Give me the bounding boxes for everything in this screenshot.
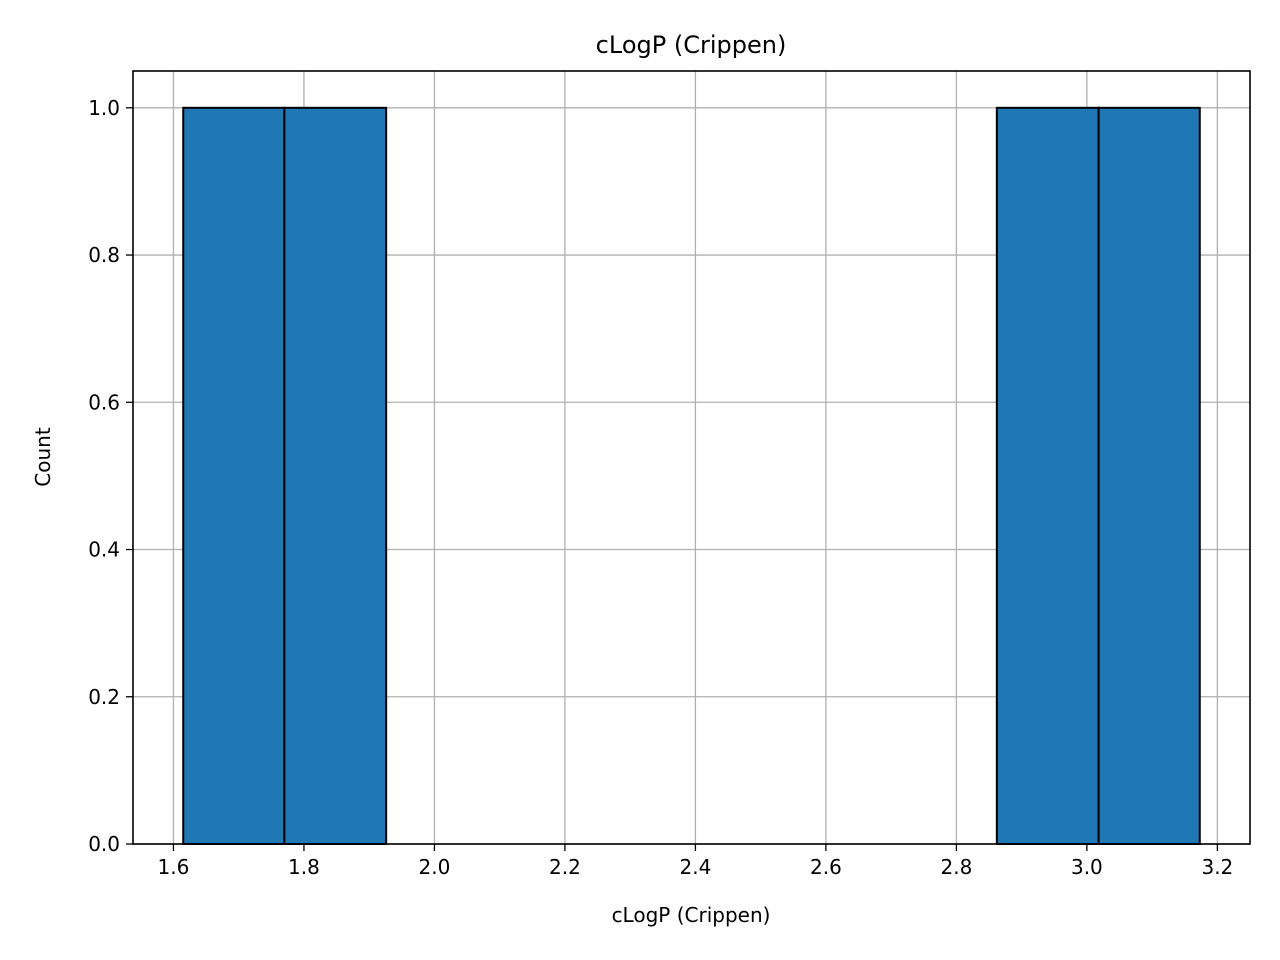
y-tick-label: 0.0 <box>88 832 120 856</box>
x-tick-label: 2.6 <box>810 855 842 879</box>
y-tick-label: 0.4 <box>88 538 120 562</box>
y-axis-ticks: 0.0 0.2 0.4 0.6 0.8 1.0 <box>88 96 133 856</box>
y-tick-label: 0.8 <box>88 243 120 267</box>
x-axis-title: cLogP (Crippen) <box>612 903 771 927</box>
y-axis-title: Count <box>31 427 55 487</box>
histogram-bar <box>182 106 286 846</box>
y-tick-label: 0.2 <box>88 685 120 709</box>
y-tick-label: 1.0 <box>88 96 120 120</box>
x-tick-label: 2.8 <box>940 855 972 879</box>
x-tick-label: 3.2 <box>1201 855 1233 879</box>
x-tick-label: 1.6 <box>158 855 190 879</box>
histogram-bars <box>182 106 1201 846</box>
histogram-bar <box>283 106 388 846</box>
x-axis-ticks: 1.6 1.8 2.0 2.2 2.4 2.6 2.8 3.0 3.2 <box>158 844 1233 879</box>
histogram-bar <box>995 106 1100 846</box>
x-tick-label: 2.4 <box>680 855 712 879</box>
histogram-bar <box>1097 106 1201 846</box>
chart-title: cLogP (Crippen) <box>596 31 787 59</box>
plot-area-frame <box>132 70 1251 845</box>
x-tick-label: 3.0 <box>1071 855 1103 879</box>
x-tick-label: 2.0 <box>419 855 451 879</box>
y-tick-label: 0.6 <box>88 390 120 414</box>
x-tick-label: 2.2 <box>549 855 581 879</box>
x-tick-label: 1.8 <box>288 855 320 879</box>
